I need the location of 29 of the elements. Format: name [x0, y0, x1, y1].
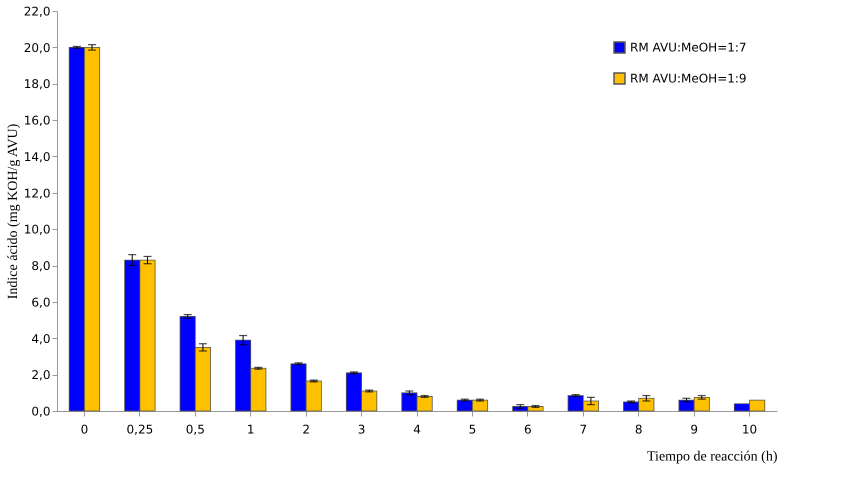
y-tick-label: 4,0	[31, 332, 50, 346]
y-tick-label: 12,0	[24, 186, 50, 200]
x-tick-label: 1	[246, 422, 255, 436]
x-tick-label: 3	[358, 422, 366, 436]
x-tick-label: 0,5	[186, 422, 205, 436]
x-tick-label: 5	[468, 422, 476, 436]
x-tick-label: 10	[742, 422, 758, 436]
y-axis-title: Indice ácido (mg KOH/g AVU)	[6, 123, 21, 300]
y-tick-label: 6,0	[31, 295, 50, 310]
y-tick-label: 22,0	[24, 4, 50, 18]
y-tick-label: 8,0	[31, 259, 50, 274]
x-tick-label: 0	[80, 422, 88, 436]
x-axis-title: Tiempo de reacción (h)	[647, 450, 778, 464]
y-tick-label: 0,0	[31, 404, 50, 418]
x-tick-label: 4	[413, 422, 421, 436]
legend-label: RM AVU:MeOH=1:9	[630, 72, 747, 86]
legend-label: RM AVU:MeOH=1:7	[630, 40, 747, 54]
x-tick-label: 9	[690, 422, 698, 436]
y-tick-label: 20,0	[24, 40, 50, 55]
y-tick-label: 14,0	[24, 150, 50, 164]
y-tick-label: 2,0	[31, 368, 50, 382]
x-tick-label: 6	[524, 422, 532, 436]
x-tick-label: 2	[302, 422, 310, 436]
y-tick-label: 16,0	[24, 114, 50, 128]
x-tick-label: 7	[579, 422, 588, 436]
y-tick-label: 10,0	[24, 222, 50, 237]
x-tick-label: 8	[634, 422, 643, 436]
y-tick-label: 18,0	[24, 77, 50, 92]
x-tick-label: 0,25	[126, 422, 154, 436]
